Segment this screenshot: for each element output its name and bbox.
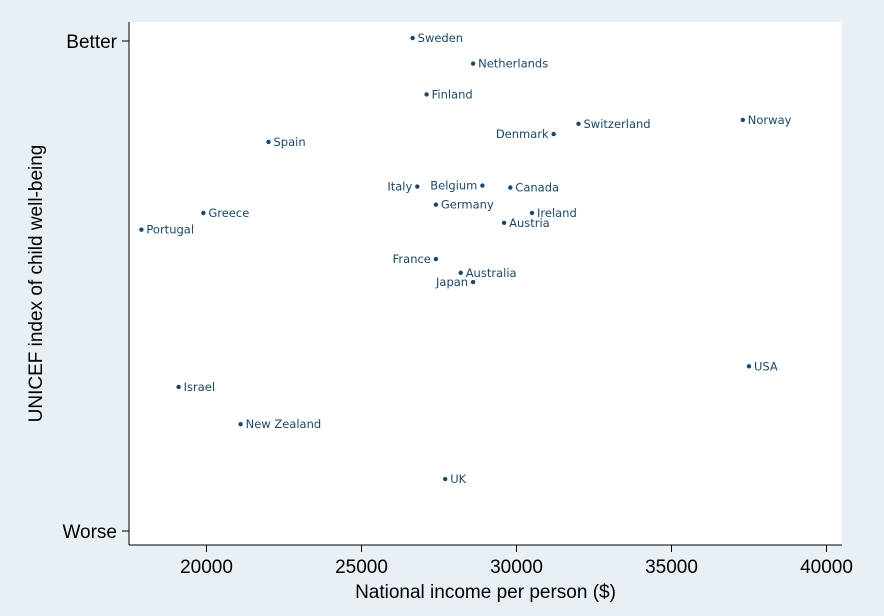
plot-area [129, 22, 842, 545]
point-marker [433, 202, 439, 207]
point-marker [424, 92, 429, 97]
y-axis-title: UNICEF index of child well-being [26, 145, 47, 423]
data-point: Canada [508, 181, 559, 195]
point-label: Denmark [496, 127, 549, 141]
data-point: New Zealand [238, 417, 321, 431]
data-point: Denmark [496, 127, 556, 141]
point-label: France [393, 252, 431, 266]
point-label: Portugal [146, 223, 194, 237]
point-marker [238, 421, 243, 427]
data-point: Greece [201, 206, 249, 220]
point-marker [176, 384, 181, 390]
point-marker [480, 183, 485, 188]
point-label: New Zealand [246, 417, 322, 431]
x-ticks: 20000 25000 30000 35000 40000 [180, 545, 853, 578]
point-label: USA [754, 359, 778, 373]
data-point: Japan [435, 275, 476, 289]
point-marker [576, 121, 581, 127]
point-label: Netherlands [478, 57, 548, 71]
point-label: Greece [208, 206, 249, 220]
x-tick-label: 40000 [800, 557, 853, 578]
point-label: Australia [466, 266, 517, 280]
y-tick-label: Worse [62, 522, 117, 543]
point-label: Israel [184, 380, 215, 394]
point-label: Austria [509, 216, 550, 230]
point-label: Norway [748, 113, 792, 127]
y-ticks: Better Worse [62, 32, 129, 543]
data-point: Belgium [430, 179, 485, 193]
x-tick-label: 25000 [335, 557, 388, 578]
point-marker [470, 279, 476, 285]
point-marker [746, 364, 752, 369]
data-point: Finland [424, 87, 473, 101]
data-point: Australia [458, 266, 517, 280]
point-marker [433, 256, 439, 262]
data-point: Israel [176, 380, 215, 394]
x-axis-title: National income per person ($) [355, 582, 616, 603]
point-label: Germany [441, 198, 494, 212]
point-marker [508, 185, 513, 190]
point-marker [740, 117, 745, 123]
data-point: Norway [740, 113, 792, 127]
x-tick-label: 20000 [180, 557, 233, 578]
point-marker [266, 139, 271, 145]
point-label: Japan [435, 275, 468, 289]
point-label: Ireland [537, 206, 577, 220]
point-marker [139, 227, 144, 232]
point-marker [470, 61, 476, 66]
data-point: Switzerland [576, 117, 651, 131]
point-marker [410, 35, 415, 41]
x-tick-label: 35000 [645, 557, 698, 578]
point-marker [551, 131, 556, 137]
point-label: Belgium [430, 179, 477, 193]
data-point: Ireland [529, 206, 577, 220]
x-tick-label: 30000 [490, 557, 543, 578]
data-point: Austria [501, 216, 550, 230]
data-point: UK [443, 472, 467, 486]
data-point: Portugal [139, 223, 194, 237]
point-label: Switzerland [584, 117, 651, 131]
data-point: France [393, 252, 439, 266]
point-marker [529, 210, 535, 216]
data-point: USA [746, 359, 778, 373]
point-label: Finland [432, 87, 473, 101]
point-marker [443, 476, 448, 482]
point-marker [201, 210, 206, 216]
point-label: Sweden [418, 31, 463, 45]
data-point: Sweden [410, 31, 463, 45]
point-label: UK [450, 472, 466, 486]
data-point: Spain [266, 135, 306, 149]
point-label: Canada [515, 181, 559, 195]
data-point: Germany [433, 198, 494, 212]
point-marker [501, 220, 507, 225]
point-marker [415, 184, 420, 189]
point-label: Spain [274, 135, 306, 149]
y-tick-label: Better [66, 32, 117, 53]
point-marker [458, 270, 463, 275]
data-point: Netherlands [470, 57, 548, 71]
data-point: Italy [387, 180, 420, 194]
point-label: Italy [387, 180, 412, 194]
data-points: Sweden Netherlands Finland Switzerland Norwa… [139, 31, 792, 486]
